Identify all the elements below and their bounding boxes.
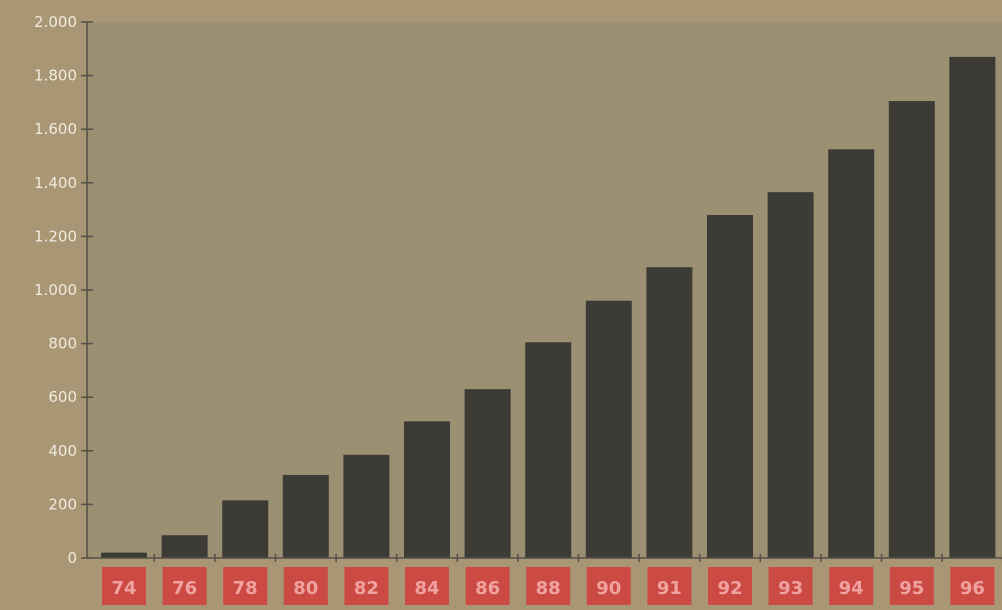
x-category-box bbox=[889, 567, 934, 605]
x-category-box bbox=[586, 567, 631, 605]
y-tick-label: 1.400 bbox=[34, 174, 77, 192]
bar bbox=[767, 192, 814, 558]
x-tick-label: 93 bbox=[778, 578, 803, 599]
bar bbox=[464, 389, 511, 558]
x-category-box bbox=[465, 567, 510, 605]
y-tick-label: 800 bbox=[48, 335, 77, 353]
x-tick-label: 90 bbox=[596, 578, 621, 599]
bar bbox=[343, 454, 390, 558]
x-tick-label: 80 bbox=[293, 578, 318, 599]
x-tick-label: 91 bbox=[657, 578, 682, 599]
bar bbox=[222, 500, 269, 558]
bar bbox=[646, 267, 693, 558]
x-category-box bbox=[829, 567, 874, 605]
x-category-box bbox=[768, 567, 813, 605]
bar bbox=[525, 342, 572, 558]
y-tick-label: 1.800 bbox=[34, 67, 77, 85]
x-category-box bbox=[344, 567, 389, 605]
x-tick-label: 76 bbox=[172, 578, 197, 599]
y-tick-label: 2.000 bbox=[34, 13, 77, 31]
bar bbox=[949, 56, 996, 559]
bar bbox=[585, 300, 632, 558]
x-category-box bbox=[405, 567, 449, 605]
x-tick-label: 94 bbox=[839, 578, 864, 599]
x-tick-label: 78 bbox=[233, 578, 258, 599]
bar bbox=[101, 552, 147, 558]
bar bbox=[282, 474, 329, 558]
y-tick-label: 1.600 bbox=[34, 120, 77, 138]
x-category-box bbox=[950, 567, 995, 605]
bar bbox=[161, 535, 208, 558]
x-category-box bbox=[283, 567, 328, 605]
x-tick-label: 86 bbox=[475, 578, 500, 599]
bar bbox=[828, 149, 875, 559]
x-tick-label: 96 bbox=[960, 578, 985, 599]
bar bbox=[404, 421, 450, 558]
y-tick-label: 0 bbox=[67, 549, 77, 567]
x-tick-label: 84 bbox=[414, 578, 439, 599]
x-tick-label: 95 bbox=[899, 578, 924, 599]
x-category-box bbox=[223, 567, 268, 605]
x-category-box bbox=[526, 567, 571, 605]
x-category-box bbox=[102, 567, 146, 605]
x-category-box bbox=[708, 567, 752, 605]
y-tick-label: 200 bbox=[48, 495, 77, 513]
y-tick-label: 1.200 bbox=[34, 227, 77, 245]
x-tick-label: 88 bbox=[536, 578, 561, 599]
y-tick-label: 400 bbox=[48, 442, 77, 460]
x-category-box bbox=[162, 567, 207, 605]
y-tick-label: 1.000 bbox=[34, 281, 77, 299]
x-tick-label: 82 bbox=[354, 578, 379, 599]
x-tick-label: 92 bbox=[717, 578, 742, 599]
bar bbox=[707, 214, 753, 558]
x-category-box bbox=[647, 567, 692, 605]
x-tick-label: 74 bbox=[111, 578, 136, 599]
bar bbox=[888, 101, 935, 558]
y-tick-label: 600 bbox=[48, 388, 77, 406]
